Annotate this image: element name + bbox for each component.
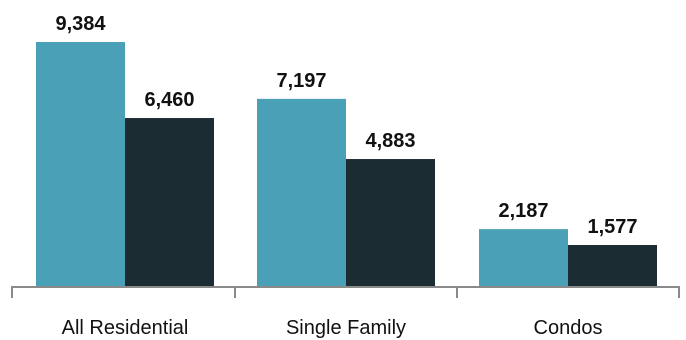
category-label: All Residential <box>62 317 189 339</box>
data-label: 9,384 <box>55 13 106 35</box>
category-label: Single Family <box>286 317 406 339</box>
category-label: Condos <box>534 317 603 339</box>
bar <box>36 42 125 286</box>
bar <box>479 229 568 286</box>
data-label: 7,197 <box>276 70 326 92</box>
data-label: 2,187 <box>498 200 548 222</box>
data-label: 6,460 <box>144 89 194 111</box>
bar <box>125 118 214 286</box>
bar <box>257 98 346 287</box>
bar <box>568 244 657 286</box>
bar <box>346 159 435 286</box>
data-label: 4,883 <box>365 130 415 152</box>
data-label: 1,577 <box>587 216 637 238</box>
